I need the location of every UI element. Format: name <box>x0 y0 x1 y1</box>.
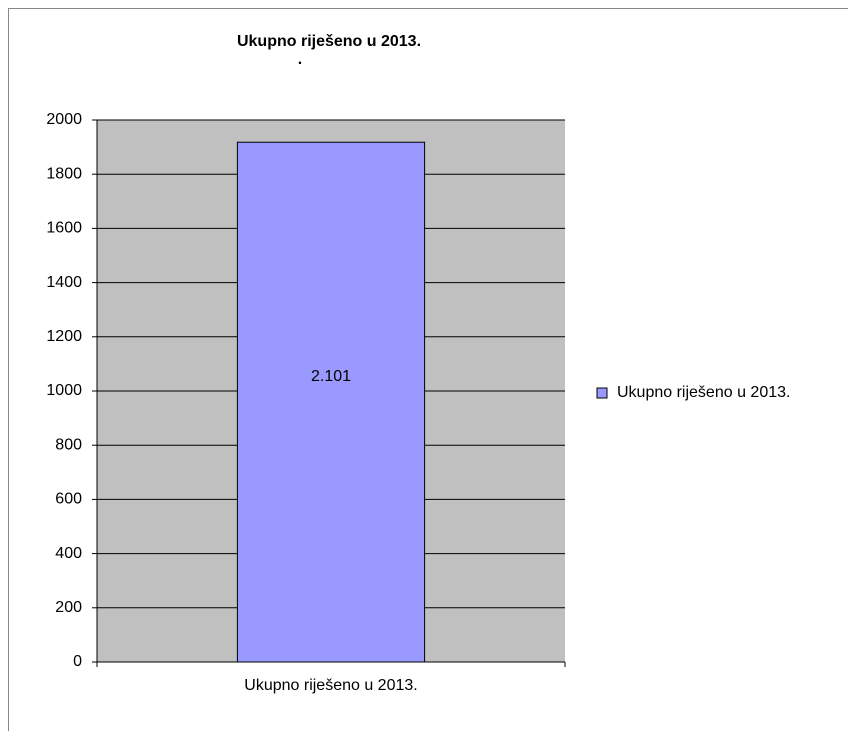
y-tick-label: 1000 <box>46 382 82 399</box>
bar <box>236 141 426 663</box>
y-tick-label: 1200 <box>46 328 82 345</box>
y-tick-label: 2000 <box>46 111 82 128</box>
legend-label: Ukupno riješeno u 2013. <box>617 384 790 401</box>
y-tick-label: 1400 <box>46 274 82 291</box>
y-tick-label: 0 <box>73 653 82 670</box>
y-tick-label: 600 <box>55 491 82 508</box>
y-tick-label: 1800 <box>46 165 82 182</box>
chart-subtitle: . <box>298 51 302 68</box>
y-tick-label: 200 <box>55 599 82 616</box>
legend-swatch <box>596 387 608 399</box>
x-tick-label: Ukupno riješeno u 2013. <box>244 677 417 694</box>
y-tick-label: 800 <box>55 436 82 453</box>
y-tick-label: 400 <box>55 545 82 562</box>
chart-title: Ukupno riješeno u 2013. <box>237 33 421 50</box>
annotation: 2.101 <box>311 368 351 385</box>
y-tick-label: 1600 <box>46 220 82 237</box>
